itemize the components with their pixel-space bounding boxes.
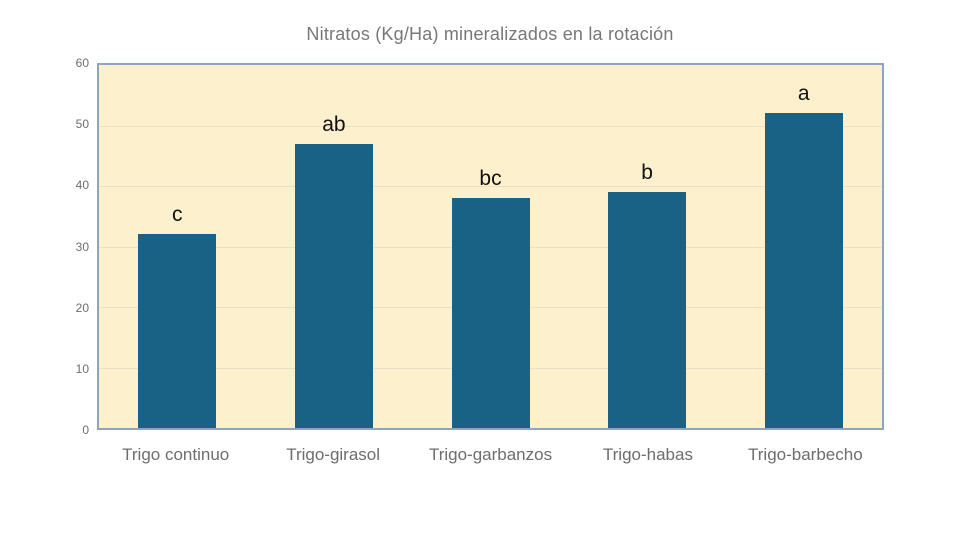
y-tick-label: 0 [82,423,89,437]
x-category-label: Trigo-garbanzos [428,445,553,464]
y-axis: 0 10 20 30 40 50 60 [0,56,89,437]
bar [294,143,373,428]
significance-label: c [172,203,183,227]
bar [451,198,530,428]
gridline [99,186,882,187]
bar [608,192,687,428]
y-tick-label: 40 [75,178,89,193]
y-tick-label: 50 [75,117,89,132]
significance-label: ab [322,112,346,136]
chart-title: Nitratos (Kg/Ha) mineralizados en la rot… [306,24,674,44]
x-category-label: Trigo-habas [602,445,693,464]
x-category-label: Trigo continuo [122,445,230,464]
x-category-label: Trigo-barbecho [748,445,863,464]
x-axis: Trigo continuo Trigo-girasol Trigo-garbanz… [97,444,884,466]
bar [764,113,843,428]
significance-label: a [797,82,810,106]
y-tick-label: 20 [75,300,89,315]
bar [138,234,217,428]
gridline [99,125,882,127]
significance-label: bc [479,167,502,191]
y-tick-label: 60 [75,56,89,70]
significance-label: b [641,161,653,185]
x-category-label: Trigo-girasol [286,445,381,464]
plot-area: c ab bc b a [97,63,884,430]
y-tick-label: 30 [75,239,89,254]
y-tick-label: 10 [75,361,89,376]
